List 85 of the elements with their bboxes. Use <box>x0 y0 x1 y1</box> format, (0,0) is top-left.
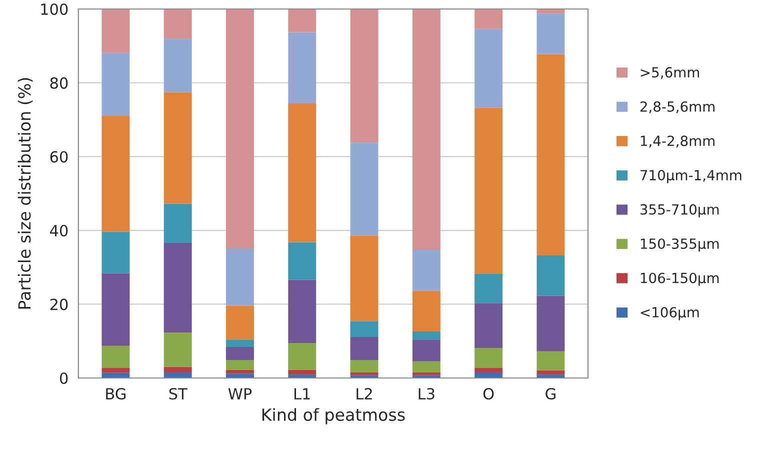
bar <box>288 9 316 32</box>
bar <box>412 372 440 376</box>
bar <box>226 347 254 360</box>
bar <box>474 303 503 348</box>
bar <box>474 108 503 274</box>
bar <box>412 340 440 362</box>
bar <box>226 374 254 378</box>
bar <box>350 372 378 376</box>
x-axis-title: Kind of peatmoss <box>262 408 405 424</box>
legend-label: 2,8-5,6mm <box>640 101 714 114</box>
legend-label: 710μm-1,4mm <box>640 170 742 184</box>
bar <box>288 374 316 378</box>
x-tick-label: O <box>483 388 494 400</box>
bar <box>226 9 254 248</box>
bar <box>164 9 192 39</box>
legend-label: 106-150μm <box>640 272 719 286</box>
bar <box>536 351 565 370</box>
bar <box>288 32 316 104</box>
legend-label: 1,4-2,8mm <box>640 136 714 148</box>
bar <box>102 346 130 368</box>
bar <box>474 274 503 304</box>
bar <box>288 103 316 242</box>
y-tick-label: 80 <box>50 77 68 89</box>
bar <box>474 372 503 378</box>
bar <box>288 370 316 375</box>
y-tick-label: 60 <box>50 151 68 163</box>
legend-label: 355-710μm <box>640 204 719 218</box>
bar <box>102 52 130 116</box>
bar <box>412 361 440 372</box>
bar <box>536 255 565 296</box>
bar <box>164 204 192 243</box>
legend-label: <106μm <box>640 306 699 320</box>
bar <box>288 242 316 280</box>
bar <box>164 366 192 372</box>
bar <box>164 372 192 378</box>
bar <box>288 342 316 370</box>
x-tick-label: BG <box>106 388 126 400</box>
y-tick-label: 0 <box>60 372 68 384</box>
bar <box>536 13 565 54</box>
legend-label: 150-355μm <box>640 238 719 252</box>
bar <box>350 9 378 143</box>
bar <box>350 337 378 360</box>
bar <box>226 340 254 348</box>
bar <box>350 360 378 372</box>
bar <box>102 116 130 232</box>
bar <box>350 321 378 338</box>
y-axis-title: Particle size distribution (%) <box>18 78 33 309</box>
bar <box>474 9 503 29</box>
bar <box>164 242 192 333</box>
bar <box>474 368 503 372</box>
bar <box>164 38 192 92</box>
bar <box>164 92 192 204</box>
x-tick-label: ST <box>169 388 188 400</box>
bar <box>164 332 192 367</box>
bar <box>412 332 440 340</box>
bar <box>350 236 378 322</box>
bar <box>536 54 565 256</box>
y-tick-label: 100 <box>41 3 68 16</box>
x-tick-label: L1 <box>294 388 310 400</box>
bar <box>102 368 130 373</box>
bar <box>226 306 254 340</box>
y-tick-label: 20 <box>50 298 68 310</box>
bar <box>536 374 565 378</box>
bar <box>350 142 378 236</box>
x-tick-label: WP <box>228 388 252 400</box>
bar <box>226 248 254 306</box>
bar <box>412 290 440 332</box>
bar <box>102 9 130 53</box>
legend-label: >5,6mm <box>640 67 700 79</box>
bar <box>226 370 254 374</box>
y-tick-label: 40 <box>50 224 68 236</box>
bar <box>288 280 316 343</box>
bar <box>102 273 130 346</box>
bar <box>474 348 503 368</box>
bar <box>536 9 565 14</box>
bar <box>474 28 503 108</box>
x-tick-label: G <box>546 388 556 400</box>
bar <box>412 250 440 291</box>
bar <box>102 232 130 274</box>
bar <box>536 370 565 375</box>
x-tick-label: L2 <box>356 388 372 400</box>
x-tick-label: L3 <box>418 388 434 400</box>
bar <box>226 360 254 370</box>
bar <box>412 9 440 250</box>
bar <box>536 296 565 352</box>
